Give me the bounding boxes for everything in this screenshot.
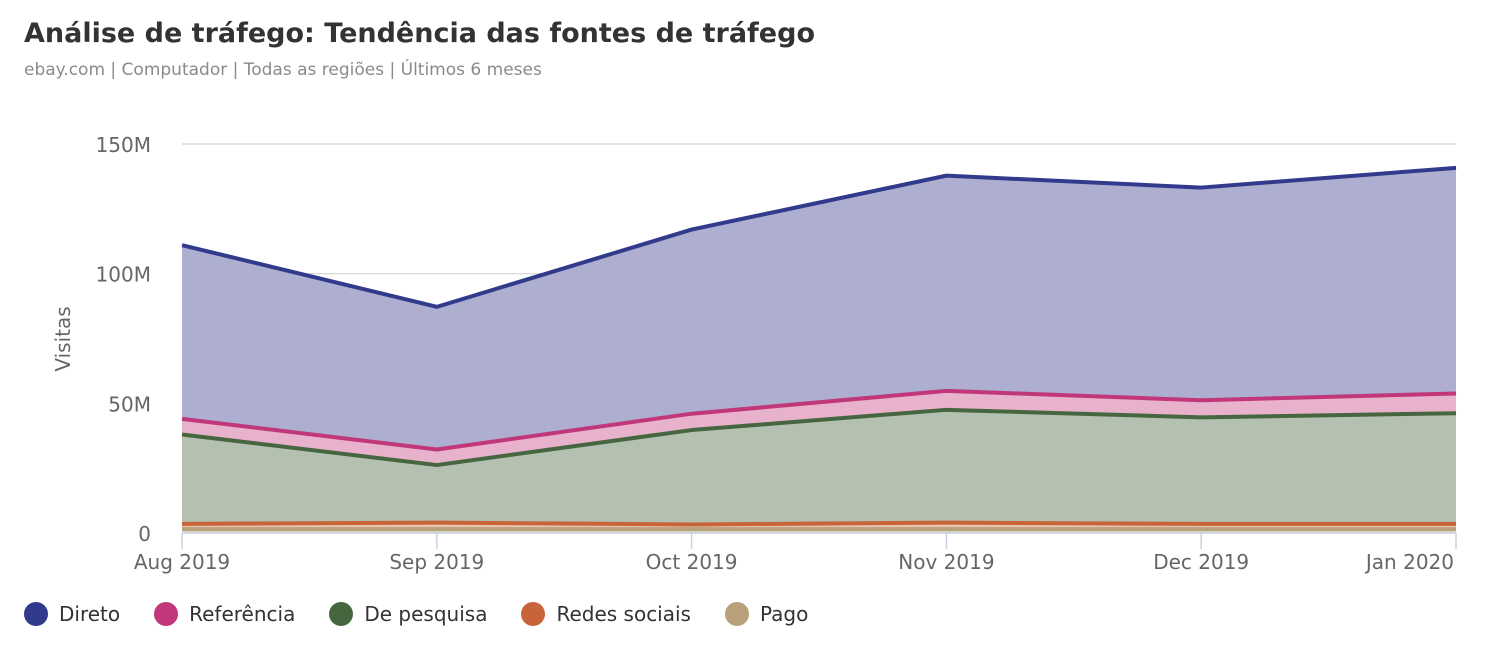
legend-label: Pago xyxy=(759,602,809,626)
area-direto xyxy=(182,167,1456,450)
y-tick-label: 50M xyxy=(108,392,151,416)
x-tick-label: Dec 2019 xyxy=(1153,550,1249,574)
legend-item-pago[interactable]: Pago xyxy=(724,602,809,626)
legend-item-referencia[interactable]: Referência xyxy=(154,602,295,626)
x-tick-label: Nov 2019 xyxy=(898,550,994,574)
legend-dot-de-pesquisa xyxy=(329,602,354,626)
legend-dot-pago xyxy=(724,602,749,626)
legend-label: Redes sociais xyxy=(556,602,691,626)
y-tick-label: 100M xyxy=(96,263,151,287)
x-tick-label: Jan 2020 xyxy=(1364,550,1454,574)
legend-dot-direto xyxy=(24,602,48,626)
legend-dot-redes-sociais xyxy=(521,602,546,626)
line-redes-sociais xyxy=(181,520,1456,527)
legend-label: Direto xyxy=(59,602,121,626)
legend-item-de-pesquisa[interactable]: De pesquisa xyxy=(329,602,487,626)
legend-dot-referencia xyxy=(154,602,179,626)
series-areas xyxy=(182,167,1456,533)
chart-subtitle: ebay.com | Computador | Todas as regiões… xyxy=(24,60,542,80)
x-tick-label: Sep 2019 xyxy=(389,550,484,574)
series-lines xyxy=(181,165,1457,532)
line-referencia xyxy=(181,388,1457,452)
axes: 0 50M 100M 150M Aug 2019 Sep 2019 Oct 2019 Nov … xyxy=(96,133,1457,574)
y-axis-label: Visitas xyxy=(51,306,75,371)
legend-label: Referência xyxy=(189,602,296,626)
y-tick-label: 0 xyxy=(138,522,151,546)
legend-label: De pesquisa xyxy=(364,602,488,626)
line-de-pesquisa xyxy=(181,407,1457,468)
line-direto xyxy=(181,165,1457,309)
x-tick-label: Aug 2019 xyxy=(134,550,230,574)
area-referencia xyxy=(182,390,1456,466)
y-tick-label: 150M xyxy=(96,133,151,157)
traffic-area-chart: 0 50M 100M 150M Aug 2019 Sep 2019 Oct 2019 Nov … xyxy=(51,133,1457,574)
chart-legend: Direto Referência De pesquisa Redes soci… xyxy=(24,602,842,626)
legend-item-redes-sociais[interactable]: Redes sociais xyxy=(521,602,691,626)
area-de-pesquisa xyxy=(182,409,1456,525)
legend-item-direto[interactable]: Direto xyxy=(24,602,120,626)
chart-title: Análise de tráfego: Tendência das fontes… xyxy=(24,18,815,49)
x-tick-label: Oct 2019 xyxy=(646,550,738,574)
